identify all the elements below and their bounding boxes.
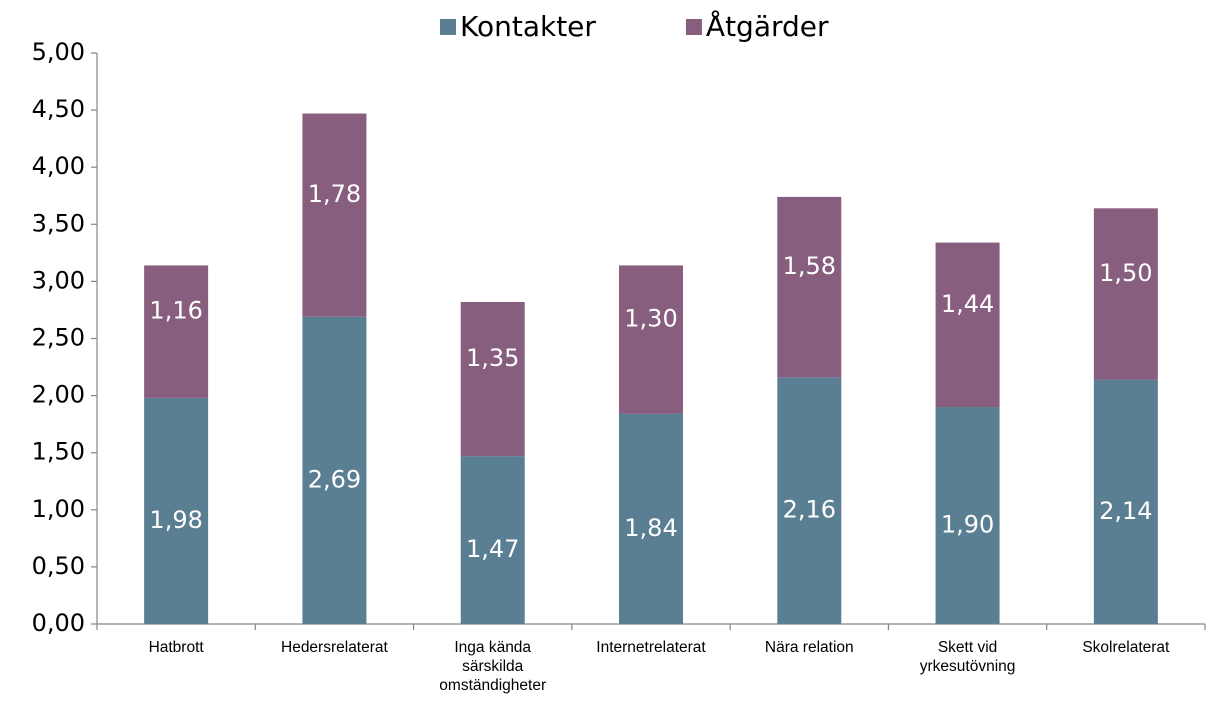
y-tick-label: 4,00 — [32, 152, 85, 180]
data-label: 2,16 — [783, 496, 836, 524]
x-tick-label: Nära relation — [765, 639, 854, 656]
bar-segment — [460, 456, 525, 624]
legend-label: Kontakter — [460, 10, 596, 43]
x-tick-label: Skett vid yrkesutövning — [920, 639, 1016, 675]
data-label: 1,16 — [149, 297, 202, 325]
legend-label: Åtgärder — [706, 9, 829, 43]
legend-swatch — [440, 19, 456, 35]
bar-segment — [619, 265, 683, 414]
y-tick-label: 1,50 — [32, 438, 85, 466]
y-tick-label: 0,50 — [32, 552, 85, 580]
x-tick-label: Hedersrelaterat — [281, 639, 389, 656]
data-label: 1,44 — [941, 290, 994, 318]
bar-segment — [777, 196, 842, 378]
bar-segment — [460, 301, 525, 457]
bar-segment — [144, 397, 209, 624]
bar-segment — [302, 113, 367, 317]
bar-segment — [935, 242, 1000, 408]
x-tick-label: Skolrelaterat — [1082, 639, 1170, 656]
x-tick-label: Internetrelaterat — [596, 639, 706, 656]
data-label: 2,14 — [1099, 497, 1152, 525]
y-tick-label: 1,00 — [32, 495, 85, 523]
bar-segment — [144, 265, 209, 398]
bar-segment — [777, 377, 842, 624]
data-label: 1,35 — [466, 344, 519, 372]
bar-segment — [1093, 379, 1158, 624]
data-label: 1,50 — [1099, 259, 1152, 287]
y-tick-label: 5,00 — [32, 38, 85, 66]
y-tick-label: 2,00 — [32, 381, 85, 409]
data-label: 1,78 — [308, 180, 361, 208]
bar-segment — [619, 413, 683, 624]
data-label: 1,47 — [466, 535, 519, 563]
x-tick-label: Inga kända särskilda omständigheter — [439, 639, 546, 694]
y-tick-label: 4,50 — [32, 95, 85, 123]
data-label: 1,90 — [941, 511, 994, 539]
y-tick-label: 3,00 — [32, 266, 85, 294]
bar-segment — [935, 407, 1000, 624]
y-tick-label: 0,00 — [32, 609, 85, 637]
data-label: 1,58 — [783, 252, 836, 280]
bar-segment — [1093, 208, 1158, 380]
y-tick-label: 3,50 — [32, 209, 85, 237]
data-label: 2,69 — [308, 465, 361, 493]
data-label: 1,30 — [624, 305, 677, 333]
y-tick-label: 2,50 — [32, 324, 85, 352]
x-tick-label: Hatbrott — [149, 639, 205, 656]
bar-segment — [302, 316, 367, 624]
data-label: 1,98 — [149, 506, 202, 534]
legend-swatch — [685, 19, 702, 35]
data-label: 1,84 — [624, 514, 677, 542]
